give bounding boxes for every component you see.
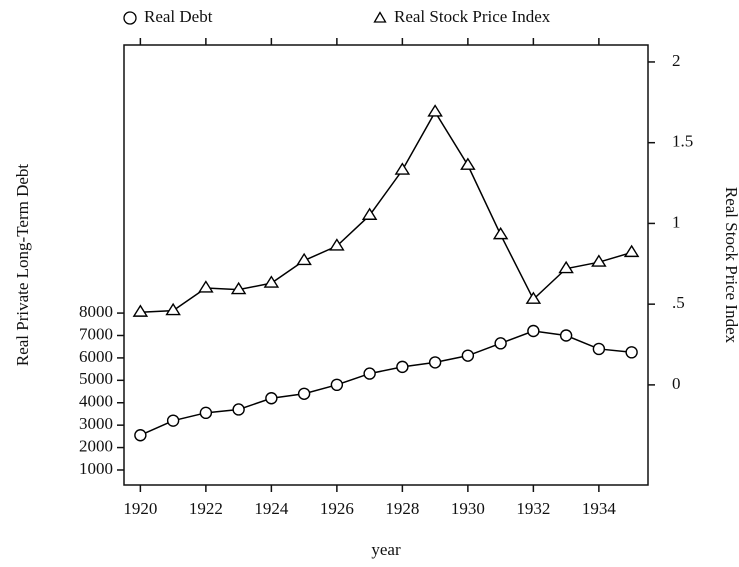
y2-axis-label: Real Stock Price Index — [722, 187, 739, 344]
y-tick-label: 5000 — [79, 369, 113, 388]
y2-tick-label: .5 — [672, 293, 685, 312]
triangle-marker — [525, 291, 542, 304]
y2-tick-label: 0 — [672, 374, 681, 393]
series-line — [140, 330, 632, 436]
circle-marker — [297, 387, 311, 400]
x-tick-label: 1934 — [582, 499, 617, 518]
triangle-marker — [591, 254, 607, 267]
y-tick-label: 4000 — [79, 392, 113, 411]
y-tick-label: 7000 — [79, 324, 113, 343]
circle-marker — [265, 392, 278, 405]
x-axis-label: year — [371, 540, 401, 559]
x-tick-label: 1928 — [385, 499, 419, 518]
triangle-marker — [492, 226, 509, 240]
legend-marker — [123, 11, 137, 25]
triangle-marker — [329, 238, 345, 251]
circle-marker — [428, 356, 442, 369]
triangle-marker — [263, 275, 280, 288]
circle-marker — [625, 346, 638, 359]
triangle-marker — [230, 281, 247, 295]
y2-tick-label: 1.5 — [672, 132, 693, 151]
triangle-marker — [394, 162, 411, 175]
triangle-marker — [558, 260, 574, 274]
x-tick-label: 1924 — [254, 499, 289, 518]
legend-label: Real Debt — [144, 7, 213, 26]
circle-marker — [232, 403, 245, 416]
y-tick-label: 2000 — [79, 436, 113, 455]
triangle-marker — [198, 280, 214, 293]
circle-marker — [527, 324, 540, 338]
circle-marker — [592, 342, 606, 356]
circle-marker — [396, 360, 409, 374]
triangle-marker — [296, 252, 312, 266]
y-tick-label: 3000 — [79, 414, 113, 433]
circle-marker — [461, 349, 475, 362]
y-tick-label: 1000 — [79, 459, 113, 478]
triangle-marker — [460, 157, 476, 170]
triangle-marker — [132, 304, 149, 317]
circle-marker — [559, 329, 573, 342]
plot-frame — [123, 44, 649, 486]
y2-tick-label: 2 — [672, 51, 681, 70]
triangle-marker — [623, 244, 640, 258]
circle-marker — [363, 367, 376, 380]
y-tick-label: 8000 — [79, 302, 113, 321]
legend-label: Real Stock Price Index — [394, 7, 551, 26]
x-tick-label: 1932 — [516, 499, 550, 518]
triangle-marker — [165, 302, 181, 316]
circle-marker — [134, 429, 147, 442]
x-tick-label: 1920 — [123, 499, 157, 518]
legend-marker — [373, 11, 387, 23]
triangle-marker — [361, 207, 378, 220]
x-tick-label: 1930 — [451, 499, 485, 518]
circle-marker — [494, 337, 507, 350]
triangle-marker — [427, 104, 443, 117]
y2-tick-label: 1 — [672, 212, 681, 231]
y-axis-label: Real Private Long-Term Debt — [13, 164, 32, 367]
y-tick-label: 6000 — [79, 347, 113, 366]
circle-marker — [166, 414, 180, 427]
x-tick-label: 1926 — [320, 499, 354, 518]
circle-marker — [199, 406, 213, 420]
series-line — [140, 110, 632, 313]
circle-marker — [330, 378, 344, 392]
x-tick-label: 1922 — [189, 499, 223, 518]
